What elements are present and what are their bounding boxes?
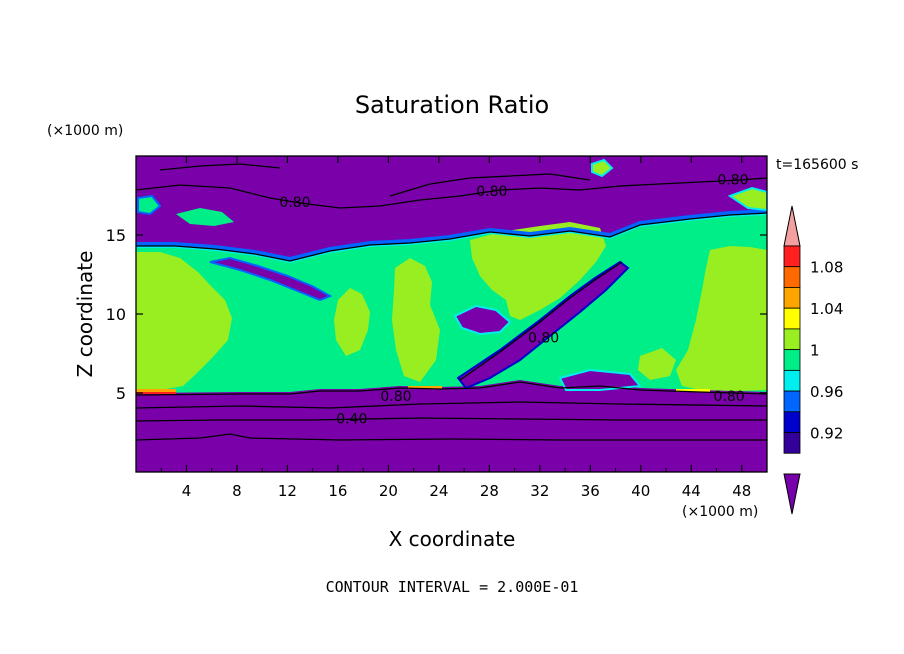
field-saturated-center	[392, 258, 440, 382]
field-hot-spot-left	[136, 389, 176, 393]
colorbar-band	[783, 432, 801, 454]
x-tick-label: 12	[278, 482, 297, 500]
contour-labels: 0.80 0.80 0.80 0.80 0.80 0.80 0.40	[279, 173, 748, 428]
chart-title: Saturation Ratio	[355, 91, 549, 119]
field-dry-diagonal	[456, 260, 630, 390]
x-tick-label: 20	[379, 482, 398, 500]
x-tick-label: 4	[182, 482, 192, 500]
colorbar-band	[783, 307, 801, 330]
x-tick-label: 16	[328, 482, 347, 500]
field-hot-spot-right	[676, 389, 710, 392]
colorbar-label: 1.04	[810, 300, 843, 318]
x-tick-label: 24	[429, 482, 448, 500]
contour-upper-3	[159, 163, 281, 171]
contour-label: 0.80	[528, 331, 559, 347]
colorbar-label: 0.96	[810, 383, 843, 401]
contour-lower-2	[135, 417, 767, 422]
colorbar-band	[783, 245, 801, 268]
x-axis-unit: (×1000 m)	[682, 504, 758, 520]
contour-interval-footer: CONTOUR INTERVAL = 2.000E-01	[326, 578, 579, 596]
x-tick-label: 48	[732, 482, 751, 500]
y-axis-label: Z coordinate	[73, 251, 97, 378]
contour-label: 0.80	[476, 184, 507, 200]
colorbar-band	[783, 349, 801, 371]
colorbar: 1.08 1.04 1 0.96 0.92	[783, 205, 843, 515]
field-hot-spot-center	[408, 386, 442, 389]
y-tick-label: 5	[116, 384, 126, 403]
x-tick-label: 40	[631, 482, 650, 500]
field-saturated-mid-left	[334, 288, 370, 356]
x-tick-label: 32	[530, 482, 549, 500]
contour-cloud-top	[136, 212, 768, 262]
field-cloud-top-cyan	[136, 213, 767, 264]
contour-cloud-base	[135, 381, 768, 396]
field-upper-cloud-left	[137, 194, 162, 216]
field-cloud-layer	[136, 214, 767, 393]
y-tick-label: 10	[106, 305, 126, 324]
contour-label: 0.80	[717, 173, 748, 189]
colorbar-bottom-cap	[783, 473, 801, 515]
field-dry-blob-right	[558, 368, 642, 391]
field-dry-diagonal-upper	[209, 256, 333, 302]
y-axis: 5 10 15	[106, 226, 767, 403]
colorbar-band	[783, 266, 801, 288]
y-axis-unit: (×1000 m)	[47, 123, 123, 139]
y-tick-label: 15	[106, 226, 126, 245]
colorbar-label: 0.92	[810, 425, 843, 443]
contour-lower-3	[135, 433, 767, 441]
x-tick-label: 44	[682, 482, 701, 500]
contour-label: 0.80	[279, 195, 310, 211]
colorbar-label: 1.08	[810, 259, 843, 277]
field-saturated-right	[676, 246, 767, 391]
contour-diagonal	[459, 261, 623, 381]
contour-lines	[135, 163, 768, 441]
field-dry-lower	[136, 395, 767, 472]
colorbar-band	[783, 287, 801, 309]
field-cloud-top-blue	[136, 209, 767, 262]
colorbar-band	[783, 328, 801, 351]
field-upper-cloud-small	[591, 158, 614, 178]
field-upper-cloud-right	[727, 186, 767, 212]
field-hot-spot-left-core	[136, 392, 176, 394]
colorbar-band	[783, 369, 801, 392]
contour-upper-2	[389, 173, 591, 197]
x-tick-label: 36	[581, 482, 600, 500]
x-tick-label: 8	[232, 482, 242, 500]
x-axis-label: X coordinate	[389, 527, 516, 551]
field-saturated-lower-right	[638, 348, 676, 380]
field-saturated-wedge	[470, 222, 606, 320]
contour-lower-1	[135, 401, 768, 409]
field-upper-cloud	[176, 208, 234, 226]
contour-label: 0.40	[336, 411, 367, 427]
x-tick-label: 28	[480, 482, 499, 500]
colorbar-top-cap	[783, 205, 801, 247]
time-label: t=165600 s	[776, 157, 858, 173]
colorbar-band	[783, 411, 801, 433]
x-axis: 4 8 12 16 20 24 28 32 36 40 44 48	[160, 156, 751, 500]
contour-label: 0.80	[714, 389, 745, 405]
colorbar-band	[783, 390, 801, 413]
heatmap-field	[136, 156, 767, 472]
contour-upper-1	[135, 177, 768, 209]
contour-label: 0.80	[380, 389, 411, 405]
colorbar-label: 1	[810, 342, 820, 360]
field-dry-blob-center	[453, 304, 512, 336]
field-saturated-left	[136, 252, 232, 390]
